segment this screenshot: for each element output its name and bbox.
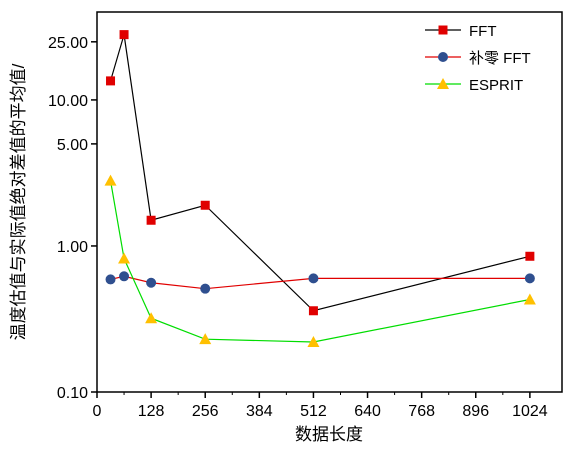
series-1-point	[200, 283, 211, 294]
series-0-point	[146, 215, 156, 225]
series-1-point	[308, 273, 319, 284]
series-line-2	[109, 180, 530, 343]
y-tick-label: 5.00	[57, 137, 88, 154]
x-tick-label: 896	[462, 403, 489, 420]
y-tick-label: 1.00	[57, 239, 88, 256]
series-0-point	[106, 76, 116, 86]
axis-ticks: 0 128 256 384 512 640 768 896 1024 0.10 1.00 5.00 10…	[48, 35, 548, 420]
series-0-point	[525, 251, 535, 261]
series-line-0	[109, 34, 531, 312]
legend-label: FFT	[469, 23, 497, 40]
y-tick-label: 10.00	[48, 93, 88, 110]
x-tick-label: 1024	[512, 403, 548, 420]
series-2-point	[104, 174, 117, 186]
series-layer	[104, 30, 536, 347]
legend-marker	[438, 25, 448, 35]
series-2-point	[523, 293, 536, 305]
series-2-point	[307, 335, 320, 347]
series-0-point	[200, 200, 210, 210]
series-0-point	[308, 306, 318, 316]
x-tick-label: 384	[246, 403, 273, 420]
legend-marker	[438, 52, 448, 62]
x-tick-label: 128	[138, 403, 165, 420]
legend-marker	[437, 78, 449, 89]
x-axis-title: 数据长度	[295, 425, 363, 444]
x-tick-label: 256	[192, 403, 219, 420]
y-axis-title: 温度估值与实际值绝对差值的平均值/	[9, 63, 28, 340]
series-2-point	[145, 312, 158, 324]
legend-label: ESPRIT	[469, 77, 523, 94]
y-tick-label: 25.00	[48, 35, 88, 52]
series-2-point	[199, 333, 212, 345]
series-1-point	[105, 274, 116, 285]
x-tick-label: 512	[300, 403, 327, 420]
series-line-1	[110, 275, 530, 290]
legend-label: 补零 FFT	[469, 50, 531, 67]
series-0-point	[119, 30, 129, 40]
series-1-point	[146, 277, 157, 288]
series-1-point	[524, 273, 535, 284]
plot-frame	[96, 11, 563, 393]
legend: FFT 补零 FFT ESPRIT	[425, 23, 531, 94]
x-tick-label: 768	[408, 403, 435, 420]
series-2-point	[118, 252, 131, 264]
y-tick-label: 0.10	[57, 385, 88, 402]
x-tick-label: 640	[354, 403, 381, 420]
series-1-point	[119, 271, 130, 282]
x-tick-label: 0	[93, 403, 102, 420]
